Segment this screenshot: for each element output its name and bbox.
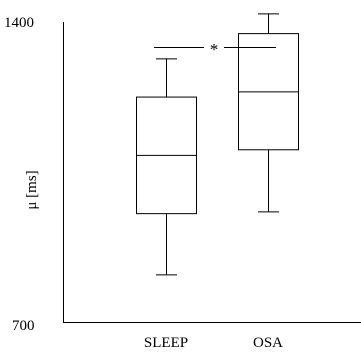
y-axis-label: μ [ms] <box>24 170 40 209</box>
x-tick-label-osa: OSA <box>253 335 283 351</box>
y-tick-label-top: 1400 <box>4 15 34 31</box>
significance-star: * <box>210 40 219 59</box>
y-tick-label-bottom: 700 <box>12 318 35 334</box>
x-tick-label-sleep: SLEEP <box>144 335 188 351</box>
